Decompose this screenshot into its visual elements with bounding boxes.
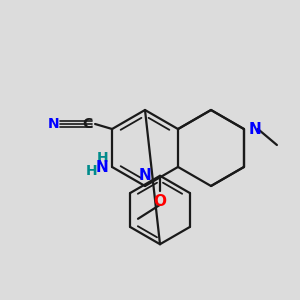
Text: H: H [96,151,108,165]
Text: C: C [82,117,92,131]
Text: N: N [47,117,59,131]
Text: N: N [96,160,109,175]
Text: O: O [154,194,166,209]
Text: N: N [249,122,262,136]
Text: N: N [139,168,152,183]
Text: H: H [85,164,97,178]
